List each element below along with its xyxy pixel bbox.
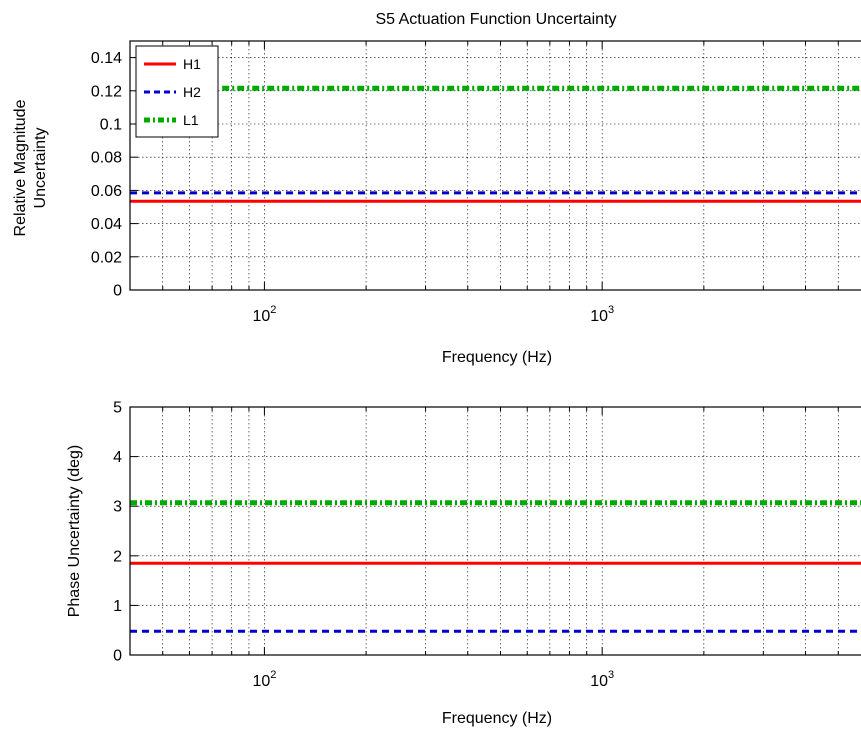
top-x-tick-labels: 102 103 xyxy=(252,304,614,325)
bottom-series-lines xyxy=(130,500,861,633)
top-gridlines xyxy=(129,41,861,290)
y-tick-label: 0.14 xyxy=(91,50,122,67)
y-tick-label: 4 xyxy=(113,449,122,466)
x-tick-label: 103 xyxy=(590,669,614,690)
bottom-y-tick-labels: 0 1 2 3 4 5 xyxy=(113,400,122,665)
bottom-gridlines xyxy=(129,406,861,655)
x-tick-label: 102 xyxy=(252,304,276,325)
top-x-axis-label: Frequency (Hz) xyxy=(442,349,552,366)
x-tick-label-base: 10 xyxy=(252,673,270,690)
bottom-y-axis-label: Phase Uncertainty (deg) xyxy=(66,445,83,618)
y-tick-label: 0.1 xyxy=(100,117,122,134)
top-y-tick-labels: 0 0.02 0.04 0.06 0.08 0.1 0.12 0.14 xyxy=(91,50,122,299)
y-tick-label: 0.02 xyxy=(91,249,122,266)
legend: H1 H2 L1 xyxy=(135,45,219,138)
bottom-plot-frame xyxy=(129,406,861,656)
bottom-x-axis-label: Frequency (Hz) xyxy=(442,710,552,727)
top-plot-frame xyxy=(129,40,861,291)
top-y-axis-label-line2: Uncertainty xyxy=(32,128,49,209)
x-tick-label-exponent: 2 xyxy=(270,669,276,681)
legend-label-h2: H2 xyxy=(183,84,201,100)
y-tick-label: 2 xyxy=(113,548,122,565)
top-tick-marks xyxy=(129,41,839,291)
x-tick-label-exponent: 2 xyxy=(270,304,276,316)
top-plot: 00.020.040.060.080.10.120.14 102 103 Freq… xyxy=(12,40,861,366)
legend-label-l1: L1 xyxy=(183,112,199,128)
y-tick-label: 0.08 xyxy=(91,150,122,167)
x-tick-label-base: 10 xyxy=(590,673,608,690)
y-tick-label: 0.04 xyxy=(91,216,122,233)
top-y-axis-label-line1: Relative Magnitude xyxy=(12,99,29,236)
x-tick-label: 103 xyxy=(590,304,614,325)
y-tick-label: 1 xyxy=(113,598,122,615)
y-tick-label: 3 xyxy=(113,499,122,516)
bottom-tick-marks xyxy=(129,406,839,656)
bottom-x-tick-labels: 102 103 xyxy=(252,669,614,690)
x-tick-label-base: 10 xyxy=(590,308,608,325)
x-tick-label-base: 10 xyxy=(252,308,270,325)
legend-label-h1: H1 xyxy=(183,56,201,72)
chart-title: S5 Actuation Function Uncertainty xyxy=(375,11,616,28)
y-tick-label: 0 xyxy=(113,283,122,300)
y-tick-label: 0.12 xyxy=(91,83,122,100)
x-tick-label: 102 xyxy=(252,669,276,690)
top-series-lines xyxy=(130,85,861,203)
y-tick-label: 0 xyxy=(113,648,122,665)
x-tick-label-exponent: 3 xyxy=(608,669,614,681)
y-tick-label: 5 xyxy=(113,400,122,417)
x-tick-label-exponent: 3 xyxy=(608,304,614,316)
y-tick-label: 0.06 xyxy=(91,183,122,200)
